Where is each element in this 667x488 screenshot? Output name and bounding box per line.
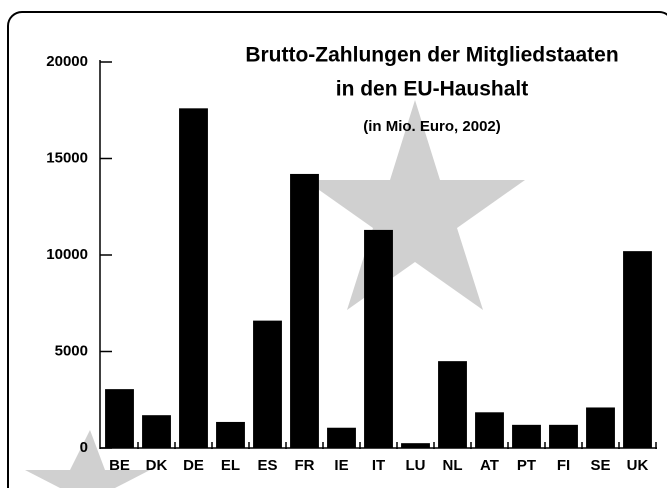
bar [105, 389, 134, 448]
x-tick-label: SE [590, 457, 610, 474]
bar [216, 422, 245, 448]
bar [623, 251, 652, 448]
x-tick-label: FR [295, 457, 315, 474]
chart-title: in den EU-Haushalt [336, 78, 529, 101]
x-tick-label: DK [146, 457, 168, 474]
bar [512, 425, 541, 448]
bar [142, 415, 171, 448]
bar [401, 443, 430, 448]
bar [327, 428, 356, 448]
x-tick-label: ES [257, 457, 277, 474]
y-tick-label: 10000 [46, 246, 88, 263]
x-tick-label: DE [183, 457, 204, 474]
chart: Brutto-Zahlungen der Mitgliedstaaten in … [0, 0, 667, 488]
bar [253, 321, 282, 448]
x-tick-label: LU [406, 457, 426, 474]
chart-title: Brutto-Zahlungen der Mitgliedstaaten [245, 44, 618, 67]
x-tick-label: IE [334, 457, 348, 474]
x-tick-label: NL [443, 457, 463, 474]
bar [549, 425, 578, 448]
y-tick-label: 15000 [46, 149, 88, 166]
x-tick-label: BE [109, 457, 130, 474]
x-tick-label: FI [557, 457, 570, 474]
bar [438, 361, 467, 448]
x-tick-label: EL [221, 457, 240, 474]
y-tick-label: 20000 [46, 53, 88, 70]
bar [179, 108, 208, 448]
x-tick-label: UK [627, 457, 649, 474]
bar [586, 407, 615, 448]
x-tick-label: PT [517, 457, 536, 474]
x-tick-label: IT [372, 457, 385, 474]
bar [364, 230, 393, 448]
y-tick-label: 0 [80, 439, 88, 456]
bar [475, 412, 504, 448]
bar [290, 174, 319, 448]
y-tick-label: 5000 [55, 342, 88, 359]
x-tick-label: AT [480, 457, 499, 474]
chart-subtitle: (in Mio. Euro, 2002) [363, 118, 501, 135]
